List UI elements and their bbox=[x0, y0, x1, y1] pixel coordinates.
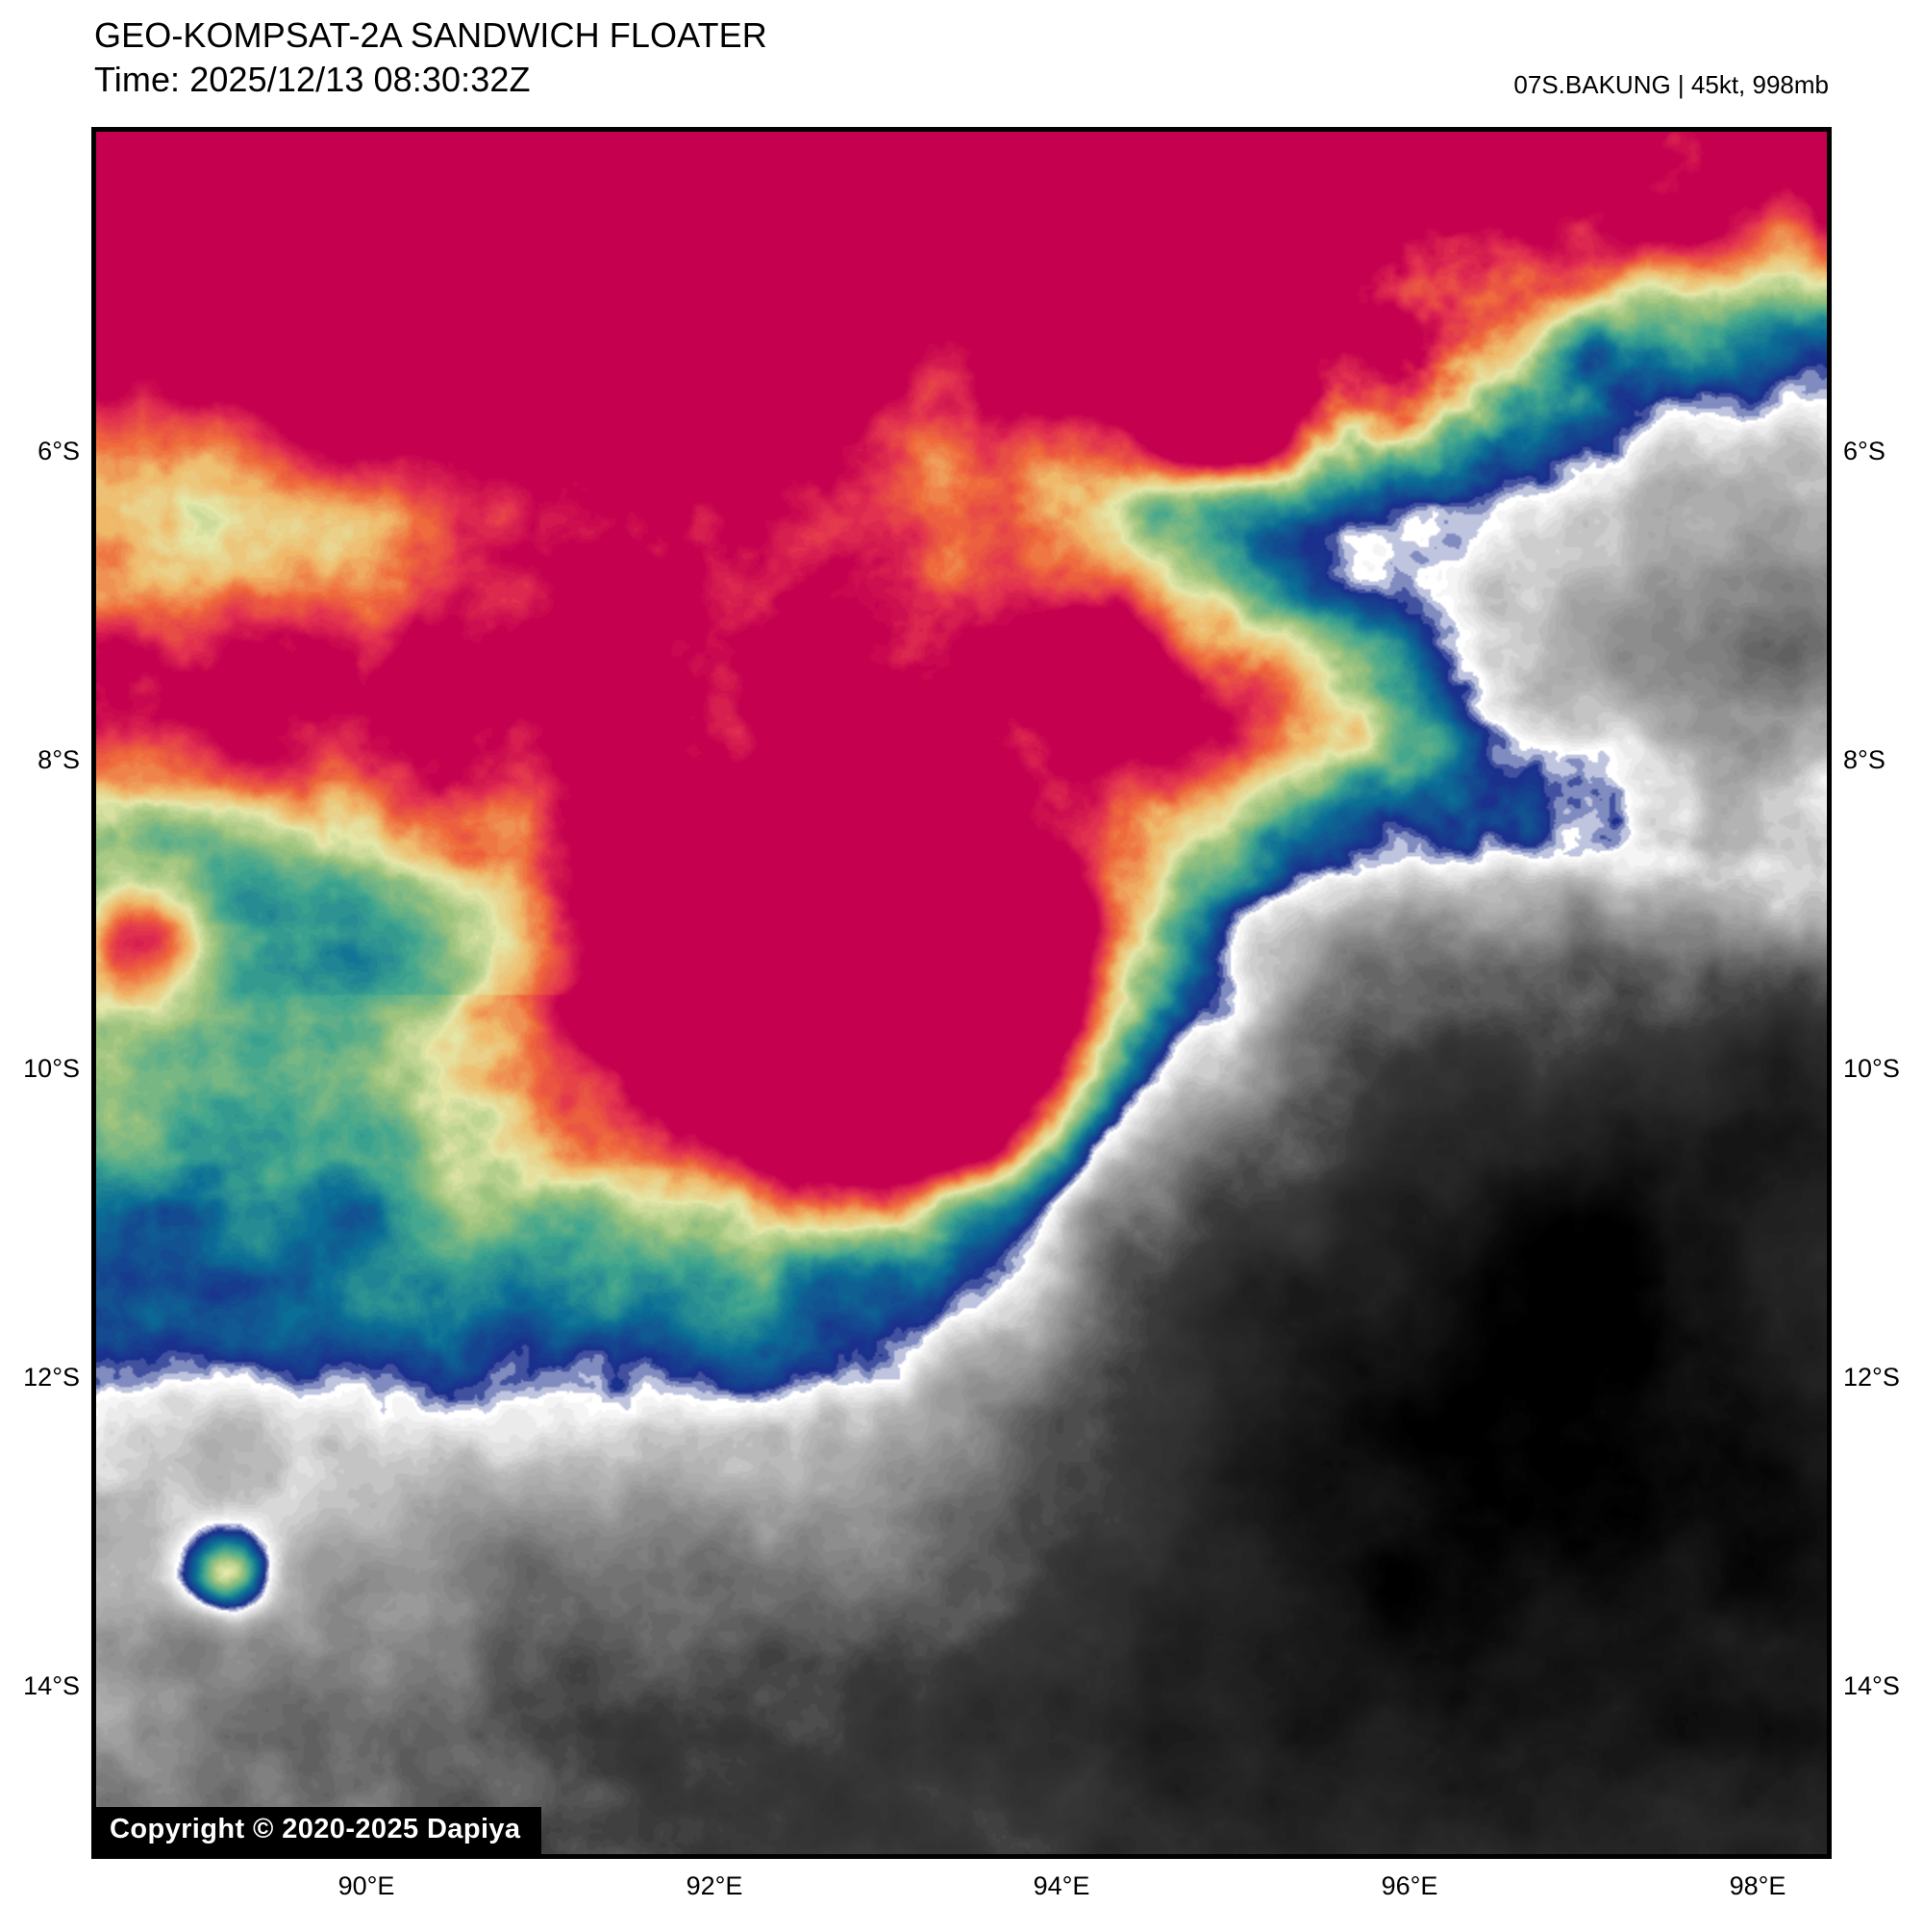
lat-tick-right-3: 12°S bbox=[1843, 1363, 1900, 1392]
copyright-overlay: Copyright © 2020-2025 Dapiya bbox=[96, 1807, 542, 1854]
title-block: GEO-KOMPSAT-2A SANDWICH FLOATER Time: 20… bbox=[94, 13, 767, 102]
lat-tick-right-1: 8°S bbox=[1843, 745, 1886, 774]
timestamp-label: Time: 2025/12/13 08:30:32Z bbox=[94, 60, 531, 100]
page-title: GEO-KOMPSAT-2A SANDWICH FLOATER bbox=[94, 15, 767, 55]
lat-tick-left-2: 10°S bbox=[23, 1054, 80, 1083]
lon-tick-4: 98°E bbox=[1729, 1871, 1786, 1900]
lon-tick-2: 94°E bbox=[1033, 1871, 1090, 1900]
lat-tick-right-4: 14°S bbox=[1843, 1671, 1900, 1700]
lat-tick-right-2: 10°S bbox=[1843, 1054, 1900, 1083]
lat-tick-right-0: 6°S bbox=[1843, 437, 1886, 465]
satellite-imagery-canvas bbox=[96, 132, 1827, 1854]
lat-tick-left-0: 6°S bbox=[37, 437, 80, 465]
header: GEO-KOMPSAT-2A SANDWICH FLOATER Time: 20… bbox=[0, 0, 1923, 125]
storm-info-label: 07S.BAKUNG | 45kt, 998mb bbox=[1513, 70, 1829, 99]
lat-tick-left-3: 12°S bbox=[23, 1363, 80, 1392]
lon-tick-3: 96°E bbox=[1381, 1871, 1438, 1900]
lat-tick-left-4: 14°S bbox=[23, 1671, 80, 1700]
satellite-image-frame: Copyright © 2020-2025 Dapiya bbox=[91, 127, 1832, 1859]
lon-tick-1: 92°E bbox=[686, 1871, 743, 1900]
lat-tick-left-1: 8°S bbox=[37, 745, 80, 774]
lon-tick-0: 90°E bbox=[337, 1871, 395, 1900]
